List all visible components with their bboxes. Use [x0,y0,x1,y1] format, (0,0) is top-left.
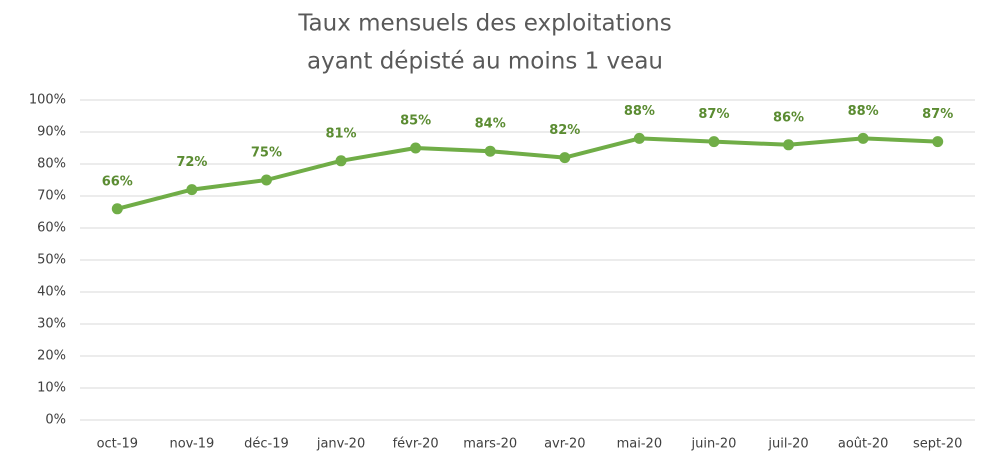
chart-title: Taux mensuels des exploitations [297,11,671,37]
data-label: 88% [624,104,655,119]
y-tick-label: 20% [37,349,66,364]
y-tick-label: 50% [37,253,66,268]
x-tick-label: nov-19 [169,437,214,452]
data-point [186,184,198,196]
data-label: 85% [400,114,431,129]
data-label: 66% [102,174,133,189]
data-point [111,203,123,215]
data-point [783,139,795,151]
x-tick-label: déc-19 [244,437,289,452]
data-label: 81% [325,126,356,141]
chart-title: ayant dépisté au moins 1 veau [307,49,663,75]
x-tick-label: janv-20 [316,437,365,452]
data-point [484,145,496,157]
data-label: 88% [848,104,879,119]
data-label: 87% [922,107,953,122]
series-line [116,136,938,211]
data-point [559,152,571,164]
y-tick-label: 70% [37,189,66,204]
data-point [410,142,422,154]
x-tick-label: mai-20 [617,437,662,452]
data-label: 84% [475,117,506,132]
y-tick-label: 30% [37,317,66,332]
data-point [335,155,347,167]
x-tick-label: sept-20 [913,437,962,452]
x-tick-label: avr-20 [544,437,585,452]
data-label: 75% [251,146,282,161]
x-tick-label: août-20 [838,437,889,452]
y-tick-label: 60% [37,221,66,236]
data-label: 86% [773,110,804,125]
data-point [932,136,944,148]
x-tick-label: févr-20 [393,437,439,452]
y-tick-label: 80% [37,157,66,172]
y-tick-label: 0% [45,413,66,428]
y-tick-label: 100% [29,93,66,108]
y-tick-label: 90% [37,125,66,140]
data-point [260,174,272,186]
data-label: 87% [698,107,729,122]
data-label: 72% [176,155,207,170]
data-point [633,132,645,144]
x-tick-label: juin-20 [690,437,736,452]
data-label: 82% [549,123,580,138]
data-point [708,136,720,148]
y-tick-label: 10% [37,381,66,396]
x-tick-label: oct-19 [97,437,138,452]
x-tick-label: juil-20 [767,437,808,452]
x-tick-label: mars-20 [463,437,517,452]
data-point [857,132,869,144]
y-tick-label: 40% [37,285,66,300]
